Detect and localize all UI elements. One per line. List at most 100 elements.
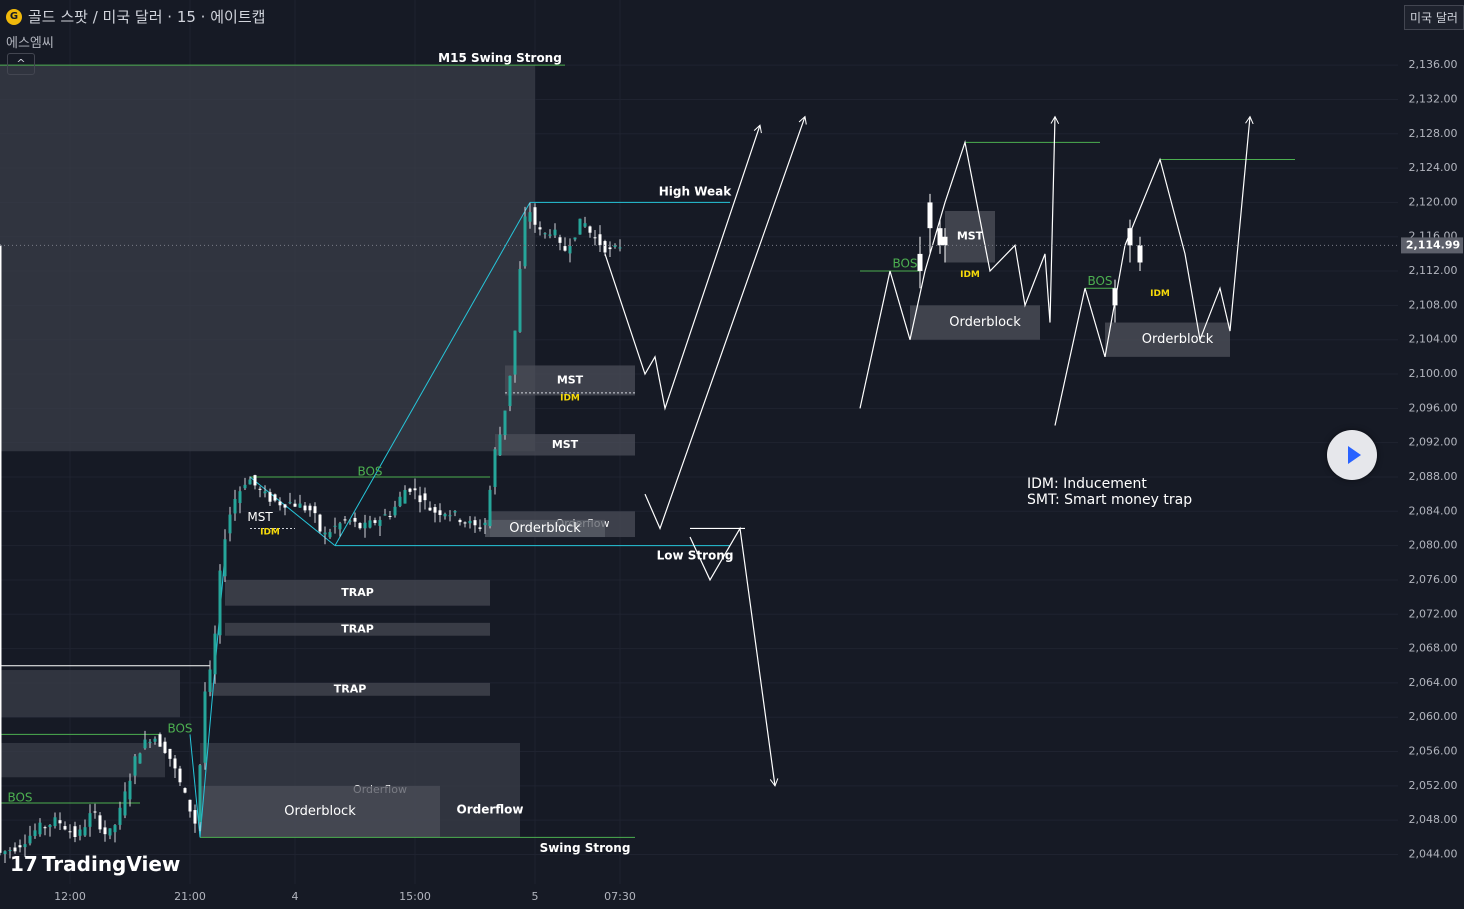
candle-body <box>573 237 577 240</box>
example-path <box>1054 116 1251 426</box>
candle-body <box>453 511 457 513</box>
candle-body <box>418 495 422 503</box>
candle-body <box>378 519 382 526</box>
candle-body <box>543 233 547 235</box>
candle-body <box>28 835 32 844</box>
swing-line <box>249 476 336 547</box>
example-candle-body <box>1127 228 1133 246</box>
currency-button[interactable]: 미국 달러 <box>1404 5 1464 30</box>
chart-label: Low Strong <box>657 548 734 562</box>
candle-body <box>478 527 482 529</box>
chart-label: BOS <box>167 722 192 736</box>
candle-body <box>198 765 202 823</box>
candle-body <box>483 522 487 526</box>
candle-body <box>133 756 137 776</box>
price-tick-label: 2,132.00 <box>1409 92 1458 105</box>
candle-body <box>123 791 127 816</box>
candle-body <box>183 788 187 793</box>
candle-body <box>458 519 462 523</box>
chart-label: High Weak <box>659 185 733 199</box>
time-tick-label: 5 <box>532 890 539 903</box>
indicator-name[interactable]: 에스엠씨 <box>6 36 54 51</box>
price-axis <box>1400 0 1464 909</box>
time-tick-label: 12:00 <box>54 890 86 903</box>
candle-body <box>33 830 37 837</box>
candle-body <box>603 241 607 253</box>
candle-body <box>38 822 42 835</box>
candle-body <box>493 449 497 487</box>
candle-body <box>463 522 467 524</box>
candle-body <box>98 815 102 830</box>
chart-label: IDM <box>560 394 580 404</box>
time-tick-label: 07:30 <box>604 890 636 903</box>
gold-coin-icon: G <box>6 8 22 25</box>
chart-label: BOS <box>357 464 382 478</box>
candle-body <box>538 227 542 230</box>
candle-body <box>568 246 572 254</box>
candle-body <box>283 504 287 508</box>
zone-box <box>210 682 490 696</box>
zone-label: Orderblock <box>284 804 356 819</box>
candle-body <box>83 827 87 836</box>
time-tick-label: 15:00 <box>399 890 431 903</box>
candle-body <box>128 780 132 800</box>
example-zone-label: MST <box>957 230 984 243</box>
example-path <box>859 116 1056 409</box>
arrow-head <box>769 778 779 787</box>
price-tick-label: 2,048.00 <box>1409 813 1458 826</box>
price-tick-label: 2,044.00 <box>1409 848 1458 861</box>
candle-body <box>63 826 67 830</box>
candle-body <box>388 515 392 517</box>
time-tick-label: 21:00 <box>174 890 206 903</box>
price-tick-label: 2,120.00 <box>1409 195 1458 208</box>
candle-body <box>488 489 492 527</box>
arrow-head <box>753 124 762 134</box>
zone-label: TRAP <box>341 586 374 599</box>
collapse-indicator-button[interactable]: ^ <box>7 53 35 75</box>
candle-body <box>403 489 407 504</box>
example-candle-body <box>942 236 948 246</box>
symbol-header[interactable]: G 골드 스팟 / 미국 달러 · 15 · 에이트캡 <box>6 6 265 27</box>
candle-body <box>53 817 57 827</box>
candle-body <box>328 532 332 538</box>
candle-body <box>203 691 207 763</box>
candle-body <box>333 525 337 527</box>
candle-body <box>558 237 562 243</box>
candle-body <box>348 520 352 522</box>
chart-label: BOS <box>7 790 32 804</box>
candle-body <box>528 212 532 222</box>
example-zone <box>1105 322 1230 357</box>
candle-body <box>343 519 347 521</box>
chart-label: M15 Swing Strong <box>438 51 562 65</box>
swing-line <box>334 202 531 546</box>
price-tick-label: 2,056.00 <box>1409 745 1458 758</box>
price-tick-label: 2,088.00 <box>1409 470 1458 483</box>
example-candle-body <box>927 202 933 229</box>
candle-body <box>178 768 182 783</box>
zone-box <box>0 742 165 778</box>
legend-note: IDM: Inducement <box>1027 476 1147 492</box>
candle-body <box>298 503 302 508</box>
candle-body <box>13 847 17 852</box>
candle-body <box>243 484 247 489</box>
candle-body <box>523 216 527 267</box>
arrow-head <box>1050 115 1060 124</box>
arrow-head <box>1245 115 1254 125</box>
candle-body <box>303 505 307 511</box>
candle-body <box>18 845 22 848</box>
candle-body <box>508 375 512 407</box>
candle-body <box>428 507 432 511</box>
candle-body <box>308 505 312 511</box>
candle-body <box>588 226 592 233</box>
candle-body <box>393 506 397 516</box>
zone-box <box>505 365 635 396</box>
candle-body <box>363 522 367 529</box>
price-tick-label: 2,060.00 <box>1409 710 1458 723</box>
replay-button[interactable] <box>1327 430 1377 480</box>
candle-body <box>553 229 557 236</box>
zone-box <box>0 65 535 452</box>
candle-body <box>563 246 567 251</box>
example-label: IDM <box>960 270 980 280</box>
candle-body <box>423 493 427 501</box>
